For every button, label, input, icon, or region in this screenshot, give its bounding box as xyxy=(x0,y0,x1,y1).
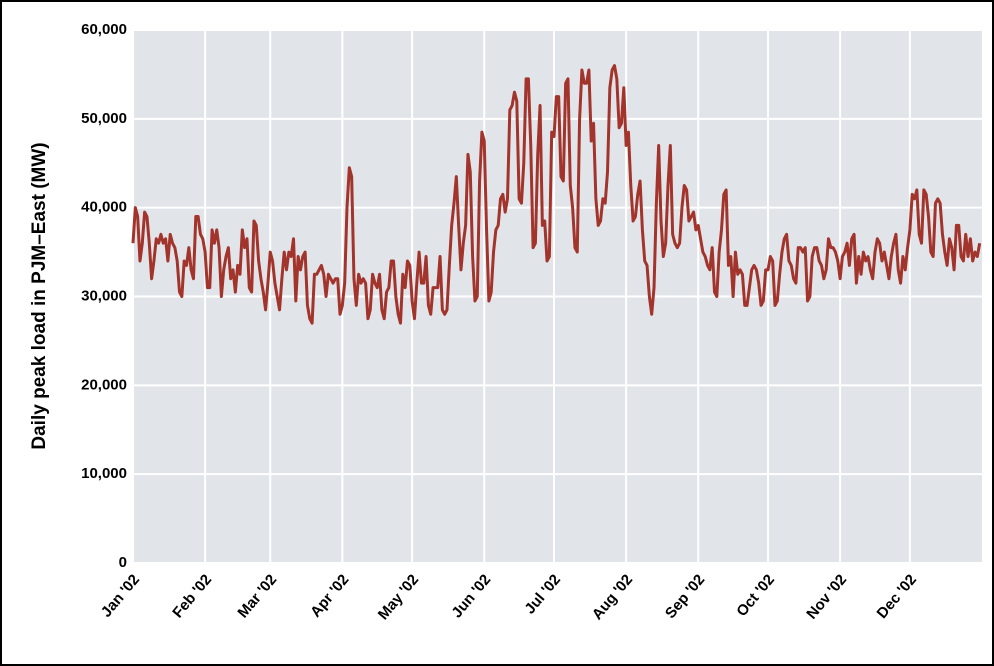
y-tick-label: 10,000 xyxy=(81,465,127,482)
y-tick-label: 0 xyxy=(119,554,127,571)
y-tick-label: 50,000 xyxy=(81,110,127,127)
y-tick-label: 60,000 xyxy=(81,21,127,38)
y-tick-label: 30,000 xyxy=(81,287,127,304)
y-tick-label: 20,000 xyxy=(81,376,127,393)
series-line xyxy=(131,64,982,325)
y-axis-label: Daily peak load in PJM–East (MW) xyxy=(29,142,50,449)
y-tick-label: 40,000 xyxy=(81,199,127,216)
